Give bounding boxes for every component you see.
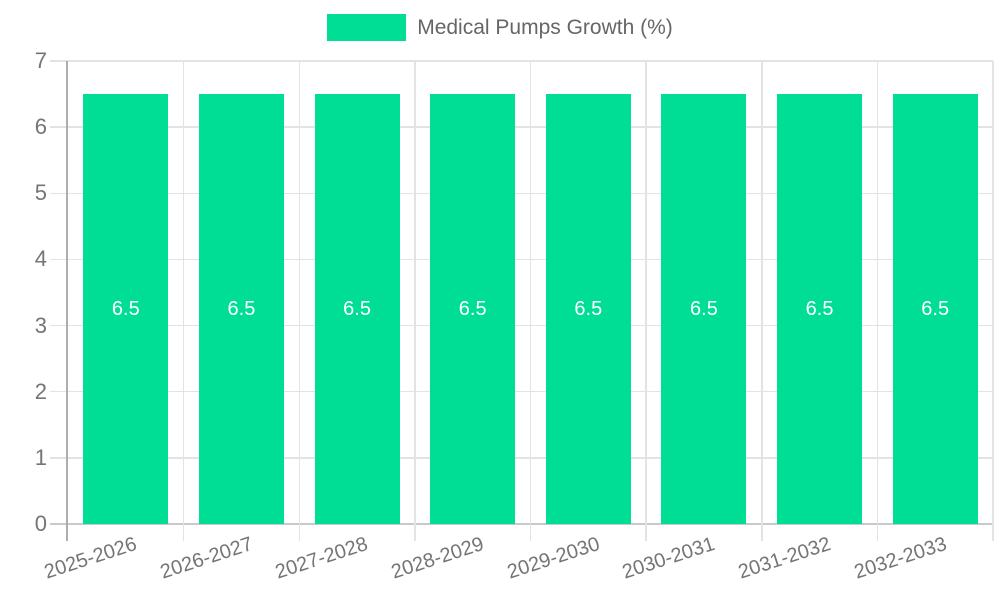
x-axis-tick-label: 2025-2026 — [41, 533, 140, 584]
bar-value-label: 6.5 — [111, 298, 140, 321]
y-axis-tick-label: 3 — [34, 312, 47, 338]
gridline-horizontal — [50, 126, 993, 128]
x-axis-tick-label: 2028-2029 — [388, 533, 487, 584]
y-axis-tick-label: 0 — [34, 511, 47, 536]
y-axis-tick-label: 7 — [34, 48, 47, 73]
legend-swatch — [327, 14, 407, 41]
x-axis-tick-label: 2032-2033 — [851, 533, 949, 584]
bar-value-label: 6.5 — [574, 298, 603, 321]
gridline-horizontal — [50, 192, 993, 195]
bar[interactable] — [430, 94, 516, 524]
gridline-vertical — [298, 61, 300, 541]
bar-value-label: 6.5 — [921, 298, 950, 321]
legend-label: Medical Pumps Growth (%) — [417, 15, 673, 39]
gridline-horizontal — [50, 457, 993, 459]
gridline-vertical — [529, 61, 532, 541]
y-axis-tick-label: 4 — [34, 246, 47, 272]
gridline-vertical — [992, 61, 994, 541]
gridline-vertical — [182, 61, 185, 541]
bar-value-label: 6.5 — [690, 298, 718, 321]
bar[interactable] — [198, 94, 284, 524]
bar[interactable] — [777, 94, 863, 524]
gridline-vertical — [761, 61, 763, 541]
gridline-horizontal — [50, 60, 993, 62]
bar-value-label: 6.5 — [227, 298, 256, 321]
bar-value-label: 6.5 — [458, 298, 487, 321]
bar[interactable] — [83, 94, 169, 524]
gridline-horizontal — [50, 390, 993, 393]
x-axis-tick-label: 2031-2032 — [735, 533, 834, 584]
gridline-horizontal — [50, 258, 993, 261]
x-axis-tick-label: 2030-2031 — [619, 533, 718, 584]
bar[interactable] — [892, 94, 978, 524]
bar-value-label: 6.5 — [805, 298, 834, 321]
x-axis-tick-label: 2029-2030 — [504, 533, 603, 584]
y-axis-line — [66, 61, 68, 541]
bar[interactable] — [661, 94, 747, 524]
gridline-vertical — [645, 61, 647, 541]
bar[interactable] — [314, 94, 400, 524]
y-axis-tick-label: 6 — [34, 114, 47, 140]
x-axis-tick-label: 2026-2027 — [157, 533, 256, 584]
bar-value-label: 6.5 — [343, 298, 371, 321]
y-axis-tick-label: 1 — [34, 444, 47, 470]
bar[interactable] — [545, 94, 631, 524]
y-axis-tick-label: 2 — [34, 378, 47, 404]
gridline-vertical — [876, 61, 879, 541]
y-axis-tick-label: 5 — [34, 180, 47, 206]
x-axis-tick-label: 2027-2028 — [273, 533, 371, 584]
gridline-horizontal — [50, 523, 993, 525]
gridline-horizontal — [50, 324, 993, 327]
gridline-vertical — [414, 61, 416, 541]
legend-item[interactable]: Medical Pumps Growth (%) — [0, 14, 1000, 41]
